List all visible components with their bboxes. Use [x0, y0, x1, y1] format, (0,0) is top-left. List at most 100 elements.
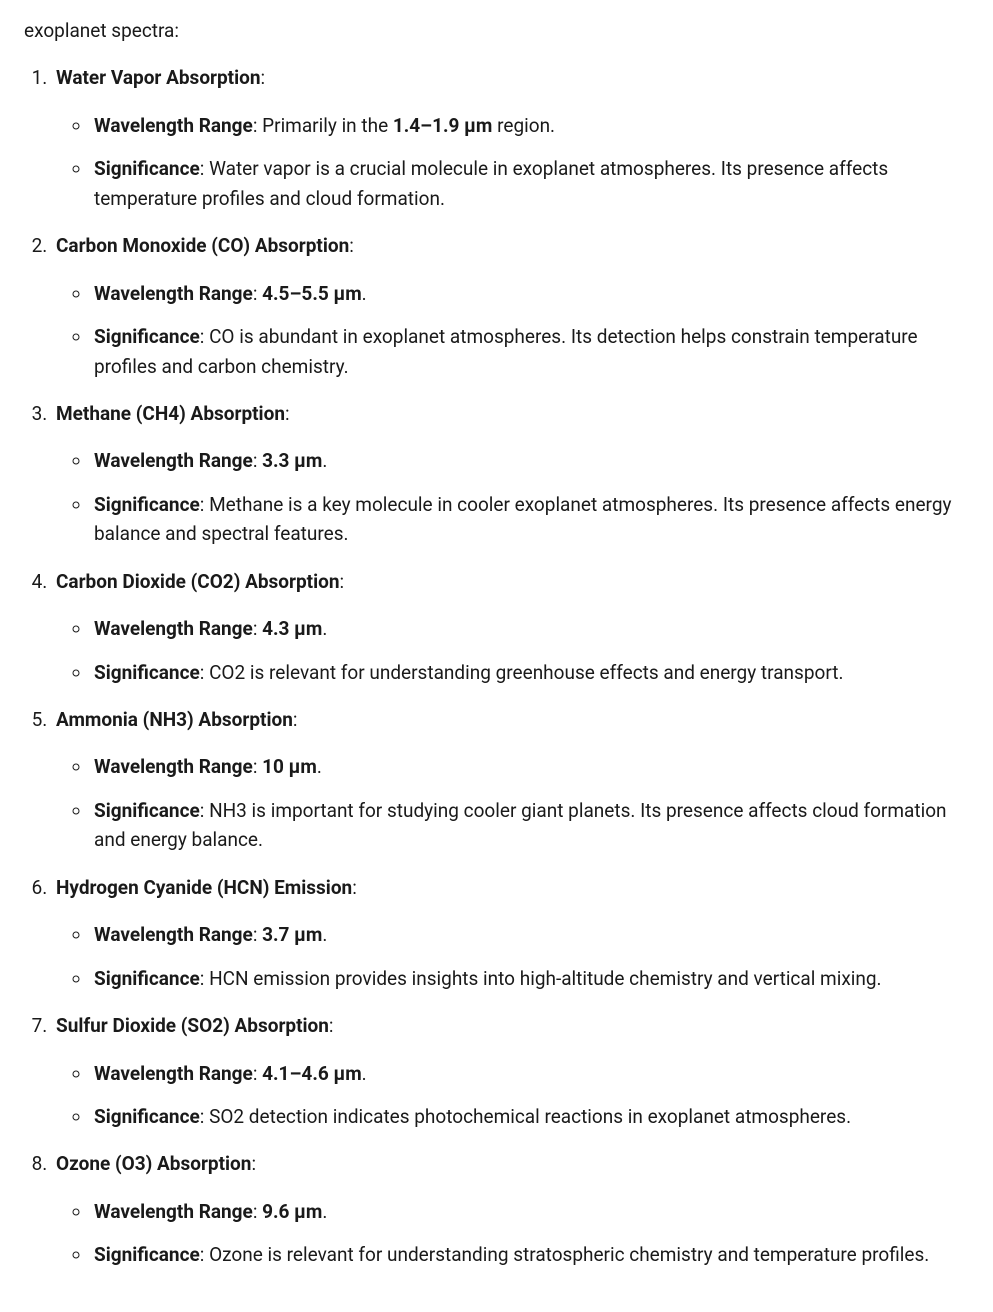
label-colon: :	[200, 493, 209, 516]
label-colon: :	[253, 617, 262, 640]
wavelength-suffix: .	[317, 755, 322, 778]
wavelength-label: Wavelength Range	[94, 1200, 253, 1223]
wavelength-label: Wavelength Range	[94, 755, 253, 778]
wavelength-prefix: Primarily in the	[262, 114, 393, 137]
significance-text: Water vapor is a crucial molecule in exo…	[94, 157, 888, 209]
title-colon: :	[349, 234, 354, 257]
wavelength-suffix: .	[322, 1200, 327, 1223]
wavelength-range: 9.6 μm	[262, 1200, 322, 1223]
significance-label: Significance	[94, 493, 200, 516]
feature-details: Wavelength Range: 4.5–5.5 μm. Significan…	[56, 279, 969, 381]
significance-text: NH3 is important for studying cooler gia…	[94, 799, 947, 851]
feature-title: Ammonia (NH3) Absorption	[56, 708, 293, 731]
label-colon: :	[200, 325, 209, 348]
significance-row: Significance: CO2 is relevant for unders…	[92, 658, 969, 687]
wavelength-range: 3.7 μm	[262, 923, 322, 946]
wavelength-range: 1.4–1.9 μm	[393, 114, 493, 137]
spectral-feature-item: Carbon Dioxide (CO2) Absorption: Wavelen…	[52, 567, 969, 687]
significance-row: Significance: SO2 detection indicates ph…	[92, 1102, 969, 1131]
feature-details: Wavelength Range: 9.6 μm. Significance: …	[56, 1197, 969, 1270]
spectral-feature-item: Hydrogen Cyanide (HCN) Emission: Wavelen…	[52, 873, 969, 993]
title-colon: :	[251, 1152, 256, 1175]
wavelength-range: 10 μm	[262, 755, 317, 778]
feature-details: Wavelength Range: Primarily in the 1.4–1…	[56, 111, 969, 213]
label-colon: :	[253, 114, 262, 137]
spectral-features-list: Water Vapor Absorption: Wavelength Range…	[24, 63, 969, 1269]
label-colon: :	[253, 449, 262, 472]
title-colon: :	[293, 708, 298, 731]
spectral-feature-item: Ammonia (NH3) Absorption: Wavelength Ran…	[52, 705, 969, 855]
feature-details: Wavelength Range: 10 μm. Significance: N…	[56, 752, 969, 854]
feature-title: Carbon Dioxide (CO2) Absorption	[56, 570, 340, 593]
label-colon: :	[253, 282, 262, 305]
label-colon: :	[200, 1105, 209, 1128]
wavelength-range: 3.3 μm	[262, 449, 322, 472]
spectral-feature-item: Methane (CH4) Absorption: Wavelength Ran…	[52, 399, 969, 549]
feature-details: Wavelength Range: 4.1–4.6 μm. Significan…	[56, 1059, 969, 1132]
wavelength-range: 4.1–4.6 μm	[262, 1062, 362, 1085]
label-colon: :	[200, 157, 209, 180]
feature-title: Hydrogen Cyanide (HCN) Emission	[56, 876, 352, 899]
wavelength-row: Wavelength Range: 4.5–5.5 μm.	[92, 279, 969, 308]
title-colon: :	[340, 570, 345, 593]
wavelength-suffix: .	[322, 923, 327, 946]
wavelength-suffix: .	[322, 617, 327, 640]
significance-label: Significance	[94, 967, 200, 990]
wavelength-row: Wavelength Range: 4.1–4.6 μm.	[92, 1059, 969, 1088]
spectral-feature-item: Carbon Monoxide (CO) Absorption: Wavelen…	[52, 231, 969, 381]
wavelength-row: Wavelength Range: 4.3 μm.	[92, 614, 969, 643]
significance-text: SO2 detection indicates photochemical re…	[209, 1105, 851, 1128]
significance-label: Significance	[94, 157, 200, 180]
significance-label: Significance	[94, 1105, 200, 1128]
title-colon: :	[329, 1014, 334, 1037]
label-colon: :	[200, 967, 209, 990]
label-colon: :	[253, 755, 262, 778]
label-colon: :	[253, 1200, 262, 1223]
wavelength-range: 4.5–5.5 μm	[262, 282, 362, 305]
significance-text: Methane is a key molecule in cooler exop…	[94, 493, 951, 545]
wavelength-suffix: .	[362, 1062, 367, 1085]
feature-title: Ozone (O3) Absorption	[56, 1152, 251, 1175]
wavelength-label: Wavelength Range	[94, 449, 253, 472]
wavelength-suffix: .	[322, 449, 327, 472]
wavelength-row: Wavelength Range: 10 μm.	[92, 752, 969, 781]
feature-details: Wavelength Range: 4.3 μm. Significance: …	[56, 614, 969, 687]
feature-details: Wavelength Range: 3.7 μm. Significance: …	[56, 920, 969, 993]
significance-text: Ozone is relevant for understanding stra…	[209, 1243, 929, 1266]
wavelength-suffix: region.	[492, 114, 555, 137]
wavelength-label: Wavelength Range	[94, 1062, 253, 1085]
wavelength-label: Wavelength Range	[94, 282, 253, 305]
significance-row: Significance: Ozone is relevant for unde…	[92, 1240, 969, 1269]
title-colon: :	[261, 66, 266, 89]
significance-row: Significance: Methane is a key molecule …	[92, 490, 969, 549]
wavelength-label: Wavelength Range	[94, 617, 253, 640]
wavelength-row: Wavelength Range: 9.6 μm.	[92, 1197, 969, 1226]
label-colon: :	[200, 1243, 209, 1266]
significance-row: Significance: CO is abundant in exoplane…	[92, 322, 969, 381]
spectral-feature-item: Water Vapor Absorption: Wavelength Range…	[52, 63, 969, 213]
significance-row: Significance: HCN emission provides insi…	[92, 964, 969, 993]
title-colon: :	[285, 402, 290, 425]
feature-title: Sulfur Dioxide (SO2) Absorption	[56, 1014, 329, 1037]
spectral-feature-item: Sulfur Dioxide (SO2) Absorption: Wavelen…	[52, 1011, 969, 1131]
feature-title: Carbon Monoxide (CO) Absorption	[56, 234, 349, 257]
significance-label: Significance	[94, 799, 200, 822]
label-colon: :	[253, 1062, 262, 1085]
significance-label: Significance	[94, 661, 200, 684]
label-colon: :	[200, 799, 209, 822]
feature-title: Water Vapor Absorption	[56, 66, 261, 89]
wavelength-row: Wavelength Range: 3.3 μm.	[92, 446, 969, 475]
significance-row: Significance: Water vapor is a crucial m…	[92, 154, 969, 213]
title-colon: :	[352, 876, 357, 899]
wavelength-label: Wavelength Range	[94, 114, 253, 137]
wavelength-suffix: .	[362, 282, 367, 305]
significance-text: CO2 is relevant for understanding greenh…	[209, 661, 843, 684]
feature-title: Methane (CH4) Absorption	[56, 402, 285, 425]
label-colon: :	[253, 923, 262, 946]
wavelength-range: 4.3 μm	[262, 617, 322, 640]
spectral-feature-item: Ozone (O3) Absorption: Wavelength Range:…	[52, 1149, 969, 1269]
wavelength-row: Wavelength Range: Primarily in the 1.4–1…	[92, 111, 969, 140]
significance-label: Significance	[94, 325, 200, 348]
intro-text: exoplanet spectra:	[24, 16, 969, 45]
feature-details: Wavelength Range: 3.3 μm. Significance: …	[56, 446, 969, 548]
